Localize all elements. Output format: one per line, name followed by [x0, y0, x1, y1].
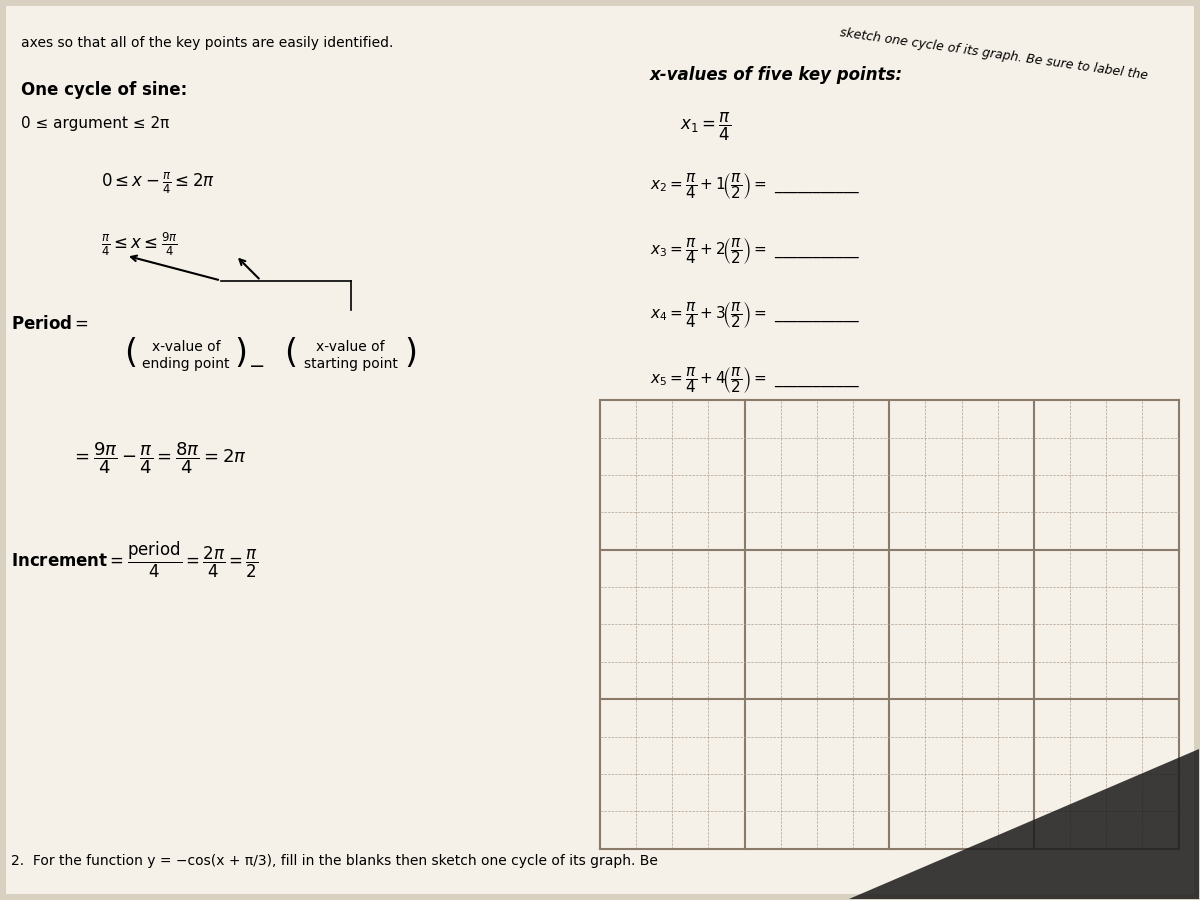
Text: (: (	[284, 338, 298, 370]
Text: $x_4 = \dfrac{\pi}{4} + 3\!\left(\dfrac{\pi}{2}\right) = $ ___________: $x_4 = \dfrac{\pi}{4} + 3\!\left(\dfrac{…	[650, 301, 860, 330]
Text: x-values of five key points:: x-values of five key points:	[650, 67, 904, 85]
Text: $-$: $-$	[247, 356, 264, 374]
FancyBboxPatch shape	[6, 6, 1194, 894]
Text: axes so that all of the key points are easily identified.: axes so that all of the key points are e…	[22, 36, 394, 50]
Polygon shape	[850, 749, 1199, 898]
Text: $x_1 = \dfrac{\pi}{4}$: $x_1 = \dfrac{\pi}{4}$	[680, 111, 731, 143]
Text: 2.  For the function y = −cos(x + π/3), fill in the blanks then sketch one cycle: 2. For the function y = −cos(x + π/3), f…	[11, 854, 659, 868]
Text: (: (	[125, 338, 138, 370]
Text: $0 \leq x - \frac{\pi}{4} \leq 2\pi$: $0 \leq x - \frac{\pi}{4} \leq 2\pi$	[101, 171, 215, 196]
Text: x-value of
ending point: x-value of ending point	[143, 340, 229, 371]
Text: $x_2 = \dfrac{\pi}{4} + 1\!\left(\dfrac{\pi}{2}\right) = $ ___________: $x_2 = \dfrac{\pi}{4} + 1\!\left(\dfrac{…	[650, 171, 860, 201]
Text: $\mathbf{Period} =$: $\mathbf{Period} =$	[11, 315, 90, 333]
Text: $\mathbf{Increment} = \dfrac{\mathrm{period}}{4} = \dfrac{2\pi}{4} = \dfrac{\pi}: $\mathbf{Increment} = \dfrac{\mathrm{per…	[11, 540, 259, 580]
Text: sketch one cycle of its graph. Be sure to label the: sketch one cycle of its graph. Be sure t…	[839, 26, 1148, 83]
Text: 0 ≤ argument ≤ 2π: 0 ≤ argument ≤ 2π	[22, 116, 169, 131]
Text: $\frac{\pi}{4} \leq x \leq \frac{9\pi}{4}$: $\frac{\pi}{4} \leq x \leq \frac{9\pi}{4…	[101, 230, 178, 258]
Text: ): )	[234, 338, 247, 370]
Text: $x_3 = \dfrac{\pi}{4} + 2\!\left(\dfrac{\pi}{2}\right) = $ ___________: $x_3 = \dfrac{\pi}{4} + 2\!\left(\dfrac{…	[650, 236, 860, 266]
Text: $x_5 = \dfrac{\pi}{4} + 4\!\left(\dfrac{\pi}{2}\right) = $ ___________: $x_5 = \dfrac{\pi}{4} + 4\!\left(\dfrac{…	[650, 365, 860, 395]
Text: One cycle of sine:: One cycle of sine:	[22, 81, 187, 99]
Text: x-value of
starting point: x-value of starting point	[304, 340, 397, 371]
Text: $= \dfrac{9\pi}{4} - \dfrac{\pi}{4} = \dfrac{8\pi}{4} = 2\pi$: $= \dfrac{9\pi}{4} - \dfrac{\pi}{4} = \d…	[71, 440, 247, 476]
Text: ): )	[404, 338, 416, 370]
